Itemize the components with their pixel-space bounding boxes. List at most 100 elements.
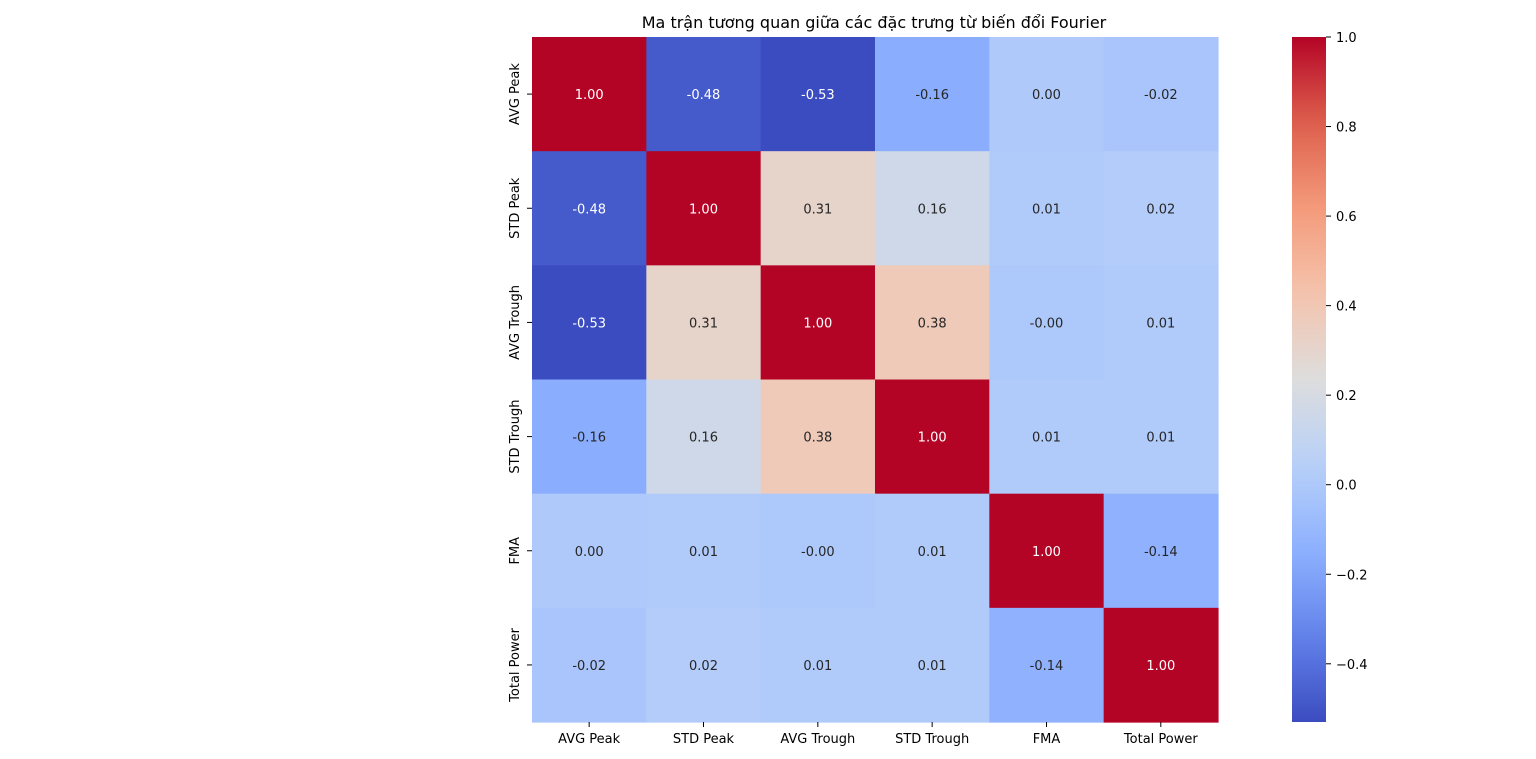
heatmap-cell [874,493,990,609]
heatmap-cell-label: 1.00 [689,202,718,217]
x-tick-label: FMA [1033,732,1061,747]
heatmap-cell-label: 0.01 [803,659,832,674]
colorbar-tick-label: 0.0 [1336,479,1357,494]
heatmap-cell-label: 0.01 [1146,316,1175,331]
heatmap-cell [532,151,647,266]
heatmap-cell-label: -0.00 [801,545,835,560]
heatmap-cell [760,37,876,152]
heatmap-cell-labels: 1.00 -0.48 -0.53 -0.16 0.00 -0.02 -0.48 1.00 0.3… [572,88,1177,674]
heatmap-cell [1103,151,1219,266]
heatmap-cell [874,379,990,495]
heatmap-cell-label: -0.14 [1030,659,1064,674]
heatmap-cell-label: 0.31 [689,316,718,331]
colorbar-tick-label: −0.4 [1336,658,1368,673]
heatmap-cell [532,607,647,723]
heatmap-cell-label: 0.16 [918,202,947,217]
colorbar-tick-label: 0.8 [1336,121,1357,136]
colorbar-tick-label: 0.4 [1336,300,1357,315]
heatmap-cell [1103,379,1219,495]
heatmap-cell-label: 0.16 [689,431,718,446]
heatmap-cell-label: 0.31 [803,202,832,217]
y-tick-label: STD Trough [508,400,523,474]
x-tick-label: AVG Peak [558,732,621,747]
heatmap-cell [532,493,647,609]
heatmap-cell-label: -0.14 [1144,545,1178,560]
heatmap-cell [646,493,762,609]
y-tick-label: STD Peak [508,177,523,239]
heatmap-cell-label: 0.38 [803,431,832,446]
heatmap-cell-label: -0.02 [1144,88,1178,103]
heatmap-cell [874,151,990,266]
heatmap-cells [532,37,1219,723]
heatmap-cell-label: -0.53 [572,316,606,331]
heatmap-cell-label: 0.01 [689,545,718,560]
y-axis: AVG Peak STD Peak AVG Trough STD Trough FMA T… [508,63,532,703]
heatmap-cell [989,37,1105,152]
heatmap-cell-label: 0.01 [1146,431,1175,446]
colorbar-tick-label: −0.2 [1336,568,1368,583]
heatmap-cell-label: 0.01 [918,545,947,560]
heatmap-cell-label: 1.00 [803,316,832,331]
heatmap-cell [646,265,762,381]
y-tick-label: Total Power [508,627,523,702]
heatmap-cell [989,151,1105,266]
heatmap-cell [989,265,1105,381]
colorbar: 1.0 0.8 0.6 0.4 0.2 0.0 −0.2 −0.4 [1292,31,1368,722]
colorbar-tick-label: 0.2 [1336,389,1357,404]
heatmap-cell [874,265,990,381]
heatmap-cell [760,151,876,266]
x-tick-label: AVG Trough [780,732,855,747]
heatmap-cell-label: -0.53 [801,88,835,103]
heatmap-cell-label: -0.48 [572,202,606,217]
heatmap-cell [760,493,876,609]
y-tick-label: AVG Peak [508,63,523,126]
heatmap-cell-label: 0.02 [1146,202,1175,217]
x-tick-label: STD Peak [673,732,735,747]
heatmap-cell [1103,265,1219,381]
heatmap-cell [1103,607,1219,723]
x-tick-label: STD Trough [895,732,969,747]
heatmap-cell [760,379,876,495]
heatmap-cell-label: -0.16 [915,88,949,103]
heatmap-cell [874,607,990,723]
heatmap-cell-label: -0.02 [572,659,606,674]
heatmap-cell [532,265,647,381]
heatmap-cell-label: 0.01 [1032,202,1061,217]
chart-title: Ma trận tương quan giữa các đặc trưng từ… [642,13,1107,32]
heatmap-cell-label: -0.00 [1030,316,1064,331]
x-tick-label: Total Power [1123,732,1198,747]
y-tick-label: FMA [508,537,523,565]
heatmap-cell-label: 0.00 [575,545,604,560]
colorbar-gradient [1292,37,1326,722]
heatmap-cell-label: 0.01 [1032,431,1061,446]
heatmap-cell [646,379,762,495]
heatmap-cell [1103,37,1219,152]
y-tick-label: AVG Trough [508,285,523,360]
heatmap-cell-label: 0.00 [1032,88,1061,103]
heatmap-cell-label: 1.00 [918,431,947,446]
heatmap-cell-label: 1.00 [1032,545,1061,560]
heatmap-cell [646,37,762,152]
heatmap-cell-label: 1.00 [1146,659,1175,674]
heatmap-cell [532,37,647,152]
heatmap-cell-label: 0.38 [918,316,947,331]
heatmap-cell-label: 1.00 [575,88,604,103]
heatmap-cell [1103,493,1219,609]
colorbar-tick-label: 0.6 [1336,210,1357,225]
heatmap-cell [989,379,1105,495]
colorbar-tick-label: 1.0 [1336,31,1357,46]
heatmap-cell [989,607,1105,723]
heatmap-cell [646,151,762,266]
heatmap-cell [532,379,647,495]
heatmap-cell-label: 0.02 [689,659,718,674]
heatmap-cell-label: -0.48 [687,88,721,103]
heatmap-cell [760,607,876,723]
heatmap-cell-label: 0.01 [918,659,947,674]
heatmap-cell [760,265,876,381]
heatmap-cell [989,493,1105,609]
heatmap-cell [874,37,990,152]
heatmap-cell [646,607,762,723]
x-axis: AVG Peak STD Peak AVG Trough STD Trough FMA T… [558,722,1198,747]
heatmap-cell-label: -0.16 [572,431,606,446]
